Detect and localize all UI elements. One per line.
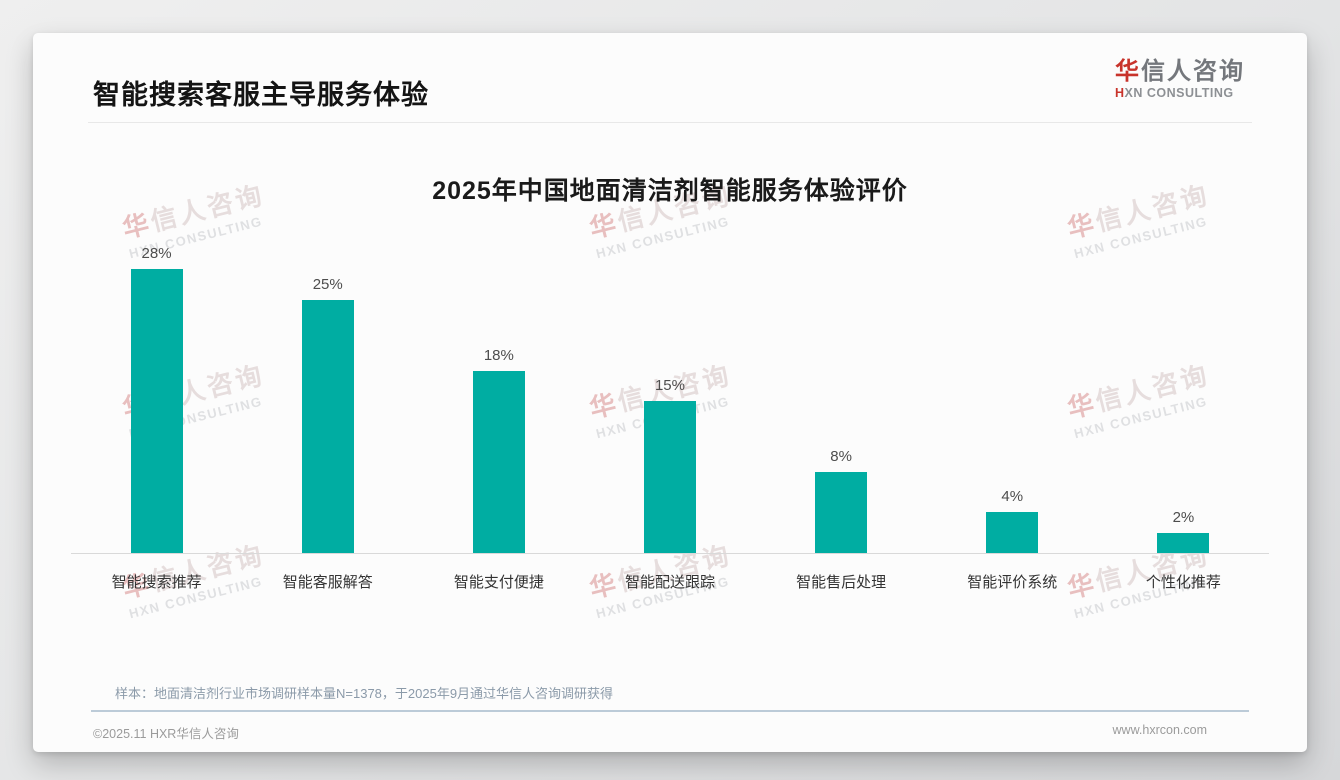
category-label: 智能售后处理 — [796, 574, 887, 591]
brand-logo-en: HXN CONSULTING — [1115, 87, 1245, 101]
bar-value-label: 18% — [483, 347, 514, 364]
x-axis-line — [71, 553, 1269, 554]
bar-value-label: 2% — [1172, 509, 1195, 526]
category-label: 个性化推荐 — [1145, 574, 1221, 591]
bar-value-label: 28% — [141, 245, 172, 262]
bar-value-label: 8% — [830, 448, 852, 465]
bar — [301, 300, 354, 553]
bar — [815, 472, 868, 553]
bar — [472, 371, 525, 553]
category-label: 智能支付便捷 — [453, 574, 544, 591]
bar-column: 15% — [584, 231, 755, 553]
bar — [643, 401, 696, 553]
header-divider — [88, 122, 1252, 123]
page-title: 智能搜索客服主导服务体验 — [93, 80, 429, 110]
brand-logo: 华信人咨询 HXN CONSULTING — [1115, 58, 1245, 101]
bar-column: 28% — [71, 231, 242, 553]
bar-column: 25% — [242, 231, 413, 553]
category-label: 智能评价系统 — [967, 574, 1058, 591]
website-url[interactable]: www.hxrcon.com — [1112, 723, 1207, 737]
bar — [130, 269, 183, 553]
brand-logo-en-accent: H — [1115, 86, 1125, 101]
category-label: 智能客服解答 — [282, 574, 373, 591]
chart-plot-area: 28% 25% 18% 15% 8% 4% 2% — [71, 231, 1269, 553]
category-label: 智能搜索推荐 — [111, 574, 202, 591]
bar-column: 18% — [413, 231, 584, 553]
brand-logo-cn-accent: 华 — [1115, 58, 1141, 85]
brand-logo-cn-rest: 信人咨询 — [1141, 58, 1245, 85]
bar-column: 8% — [756, 231, 927, 553]
bar — [1157, 533, 1210, 553]
bar-column: 2% — [1098, 231, 1269, 553]
brand-logo-cn: 华信人咨询 — [1115, 58, 1245, 85]
bar-column: 4% — [927, 231, 1098, 553]
sample-note: 样本：地面清洁剂行业市场调研样本量N=1378，于2025年9月通过华信人咨询调… — [115, 686, 614, 701]
footer-divider — [91, 710, 1249, 712]
bar — [986, 512, 1039, 553]
brand-logo-en-rest: XN CONSULTING — [1124, 86, 1234, 101]
report-card: 华信人咨询 HXN CONSULTING 华信人咨询 HXN CONSULTING 华信… — [33, 33, 1307, 752]
bar-chart: 28% 25% 18% 15% 8% 4% 2% 智能搜索推荐 智能客服解答 智能支付便捷 智能配… — [71, 231, 1269, 592]
chart-category-axis: 智能搜索推荐 智能客服解答 智能支付便捷 智能配送跟踪 智能售后处理 智能评价系统 个性化推… — [71, 554, 1269, 592]
bar-value-label: 4% — [1001, 488, 1024, 505]
category-label: 智能配送跟踪 — [624, 574, 715, 591]
bar-value-label: 25% — [312, 276, 343, 293]
chart-title: 2025年中国地面清洁剂智能服务体验评价 — [432, 177, 908, 205]
bar-value-label: 15% — [654, 377, 685, 394]
copyright-text: ©2025.11 HXR华信人咨询 — [93, 727, 239, 741]
